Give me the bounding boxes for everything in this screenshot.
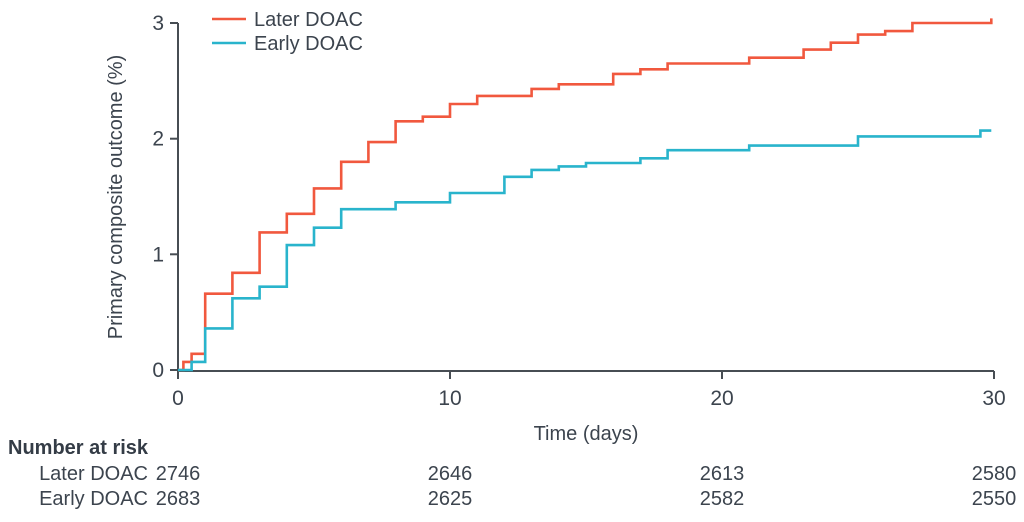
- risk-row-label: Later DOAC: [39, 463, 148, 485]
- risk-row-label: Early DOAC: [39, 488, 148, 510]
- risk-value: 2683: [155, 488, 201, 510]
- early-doac-curve: [178, 129, 992, 372]
- legend-label: Later DOAC: [254, 9, 363, 31]
- legend-item-later-doac: Later DOAC: [212, 9, 363, 31]
- legend-label: Early DOAC: [254, 33, 363, 55]
- risk-table-header: Number at risk: [8, 437, 149, 459]
- y-tick-label: 2: [152, 128, 164, 151]
- y-axis-label: Primary composite outcome (%): [105, 55, 127, 340]
- legend-item-early-doac: Early DOAC: [212, 33, 363, 55]
- risk-value: 2613: [699, 463, 745, 485]
- y-tick-label: 0: [152, 359, 164, 382]
- x-tick-label: 20: [710, 387, 733, 410]
- risk-value: 2746: [155, 463, 201, 485]
- x-tick-label: 0: [172, 387, 184, 410]
- risk-value: 2550: [971, 488, 1017, 510]
- y-tick-label: 3: [152, 12, 164, 35]
- risk-value: 2580: [971, 463, 1017, 485]
- x-tick-label: 30: [982, 387, 1005, 410]
- later-doac-curve: [178, 18, 993, 372]
- x-axis-label: Time (days): [534, 423, 639, 445]
- risk-value: 2646: [427, 463, 473, 485]
- risk-value: 2625: [427, 488, 473, 510]
- x-tick-label: 10: [438, 387, 461, 410]
- risk-value: 2582: [699, 488, 745, 510]
- y-tick-label: 1: [152, 243, 164, 266]
